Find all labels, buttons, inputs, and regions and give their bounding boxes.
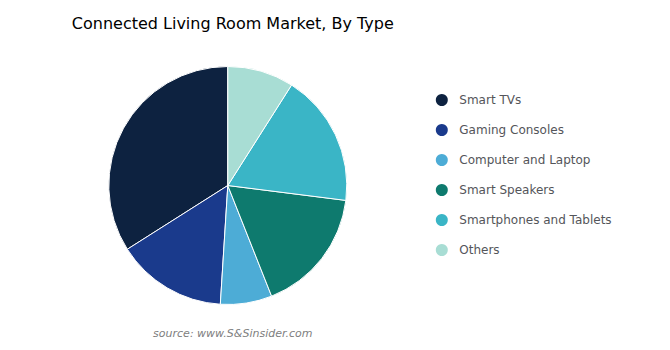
svg-text:Smartphones and Tablets: Smartphones and Tablets <box>459 213 611 227</box>
svg-text:Smart Speakers: Smart Speakers <box>459 183 554 197</box>
svg-text:Connected Living Room Market,: Connected Living Room Market, By Type <box>72 14 394 33</box>
svg-text:Smart TVs: Smart TVs <box>459 93 521 107</box>
svg-text:Gaming Consoles: Gaming Consoles <box>459 123 564 137</box>
svg-text:source: www.S&Sinsider.com: source: www.S&Sinsider.com <box>153 327 312 340</box>
svg-text:Others: Others <box>459 243 499 257</box>
svg-text:Computer and Laptop: Computer and Laptop <box>459 153 590 167</box>
